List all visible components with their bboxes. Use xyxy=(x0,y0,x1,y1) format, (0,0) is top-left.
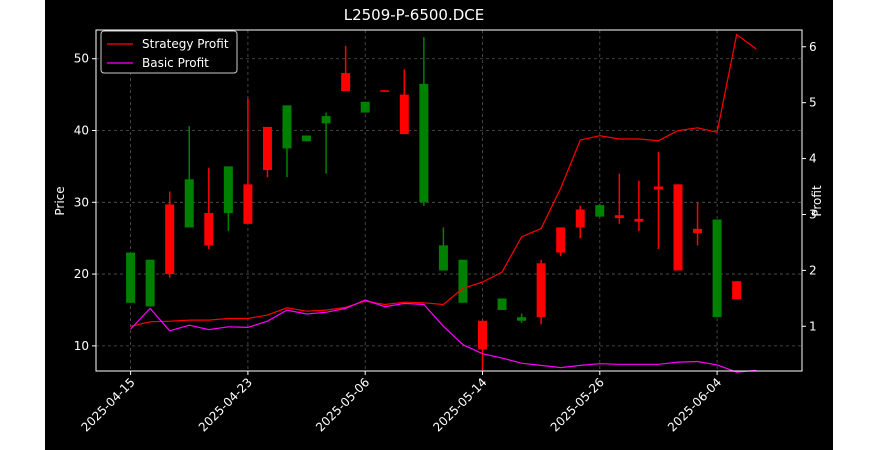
candle-body xyxy=(614,215,624,219)
candle-body xyxy=(732,281,742,300)
candle-body xyxy=(184,179,194,228)
candles xyxy=(126,37,742,371)
line-series-strategy-profit xyxy=(130,33,757,327)
candle-body xyxy=(693,228,703,234)
candle-body xyxy=(458,259,468,303)
candle-body xyxy=(653,186,663,190)
candle-body xyxy=(712,219,722,318)
left-y-axis-ticks: 10 20 30 40 50 xyxy=(74,52,96,353)
y-tick-label: 10 xyxy=(74,339,89,353)
candle-body xyxy=(399,94,409,135)
candle-body xyxy=(673,184,683,271)
candle-body xyxy=(302,135,312,142)
y-tick-label: 50 xyxy=(74,52,89,66)
candle-body xyxy=(536,263,546,318)
candle-body xyxy=(575,209,585,228)
line-series-basic-profit xyxy=(130,299,757,373)
grid-lines xyxy=(96,30,802,371)
candle-body xyxy=(478,320,487,350)
chart-title: L2509-P-6500.DCE xyxy=(344,6,485,24)
candle-body xyxy=(419,83,429,203)
candle-body xyxy=(380,90,390,92)
legend: Strategy Profit Basic Profit xyxy=(100,30,238,74)
y2-tick-label: 5 xyxy=(809,96,817,110)
candle-body xyxy=(634,218,644,222)
candle-body xyxy=(497,298,507,310)
y-tick-label: 40 xyxy=(74,124,89,138)
figure-background xyxy=(45,0,833,450)
y2-tick-label: 4 xyxy=(809,152,817,166)
profit-lines xyxy=(130,33,757,373)
candle-body xyxy=(243,184,253,224)
right-y-axis-ticks: 1 2 3 4 5 6 xyxy=(802,40,817,333)
y-axis-label: Price xyxy=(53,186,67,215)
candle-body xyxy=(556,227,566,253)
plot-frame xyxy=(95,29,803,372)
legend-label-strategy: Strategy Profit xyxy=(142,37,229,51)
candle-body xyxy=(262,126,272,170)
candle-body xyxy=(360,101,370,113)
candle-body xyxy=(595,205,605,217)
y-tick-label: 30 xyxy=(74,195,89,209)
candle-body xyxy=(145,259,155,307)
candle-body xyxy=(165,204,175,275)
candle-body xyxy=(438,245,448,271)
y2-tick-label: 3 xyxy=(809,207,817,221)
candle-body xyxy=(341,73,351,92)
candle-body xyxy=(517,317,527,321)
y2-tick-label: 6 xyxy=(809,40,817,54)
legend-box xyxy=(100,30,238,74)
y-tick-label: 20 xyxy=(74,267,89,281)
candle-body xyxy=(126,252,136,303)
legend-label-basic: Basic Profit xyxy=(142,56,209,70)
y2-tick-label: 2 xyxy=(809,263,817,277)
candle-body xyxy=(321,116,331,124)
right-y-axis-label: Profit xyxy=(810,185,824,217)
candle-body xyxy=(282,105,292,149)
candle-body xyxy=(223,166,233,214)
y2-tick-label: 1 xyxy=(809,319,817,333)
candle-body xyxy=(204,213,214,246)
